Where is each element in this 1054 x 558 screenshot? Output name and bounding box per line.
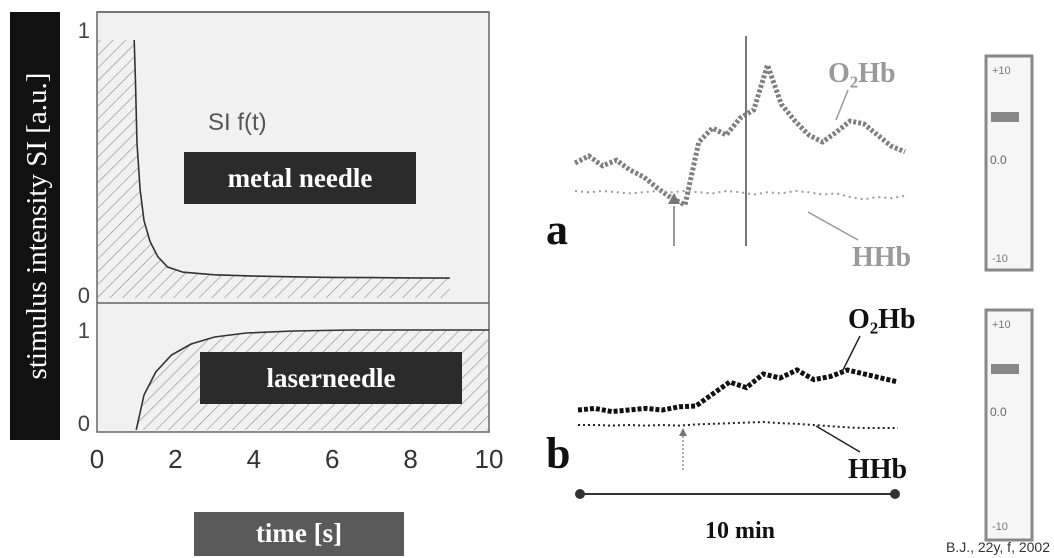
laserneedle-label: laserneedle (267, 363, 396, 393)
panel-b-scale-marker (991, 364, 1019, 374)
panel-a-o2hb-label: O₂Hb (828, 58, 896, 89)
x-axis-label: time [s] (256, 518, 342, 548)
x-tick-labels: 0 2 4 6 8 10 (90, 444, 504, 474)
y-tick-upper-top: 1 (78, 18, 90, 43)
laserneedle-label-box (200, 352, 462, 404)
panel-a-o2hb-pointer (835, 89, 849, 121)
panel-b: O₂Hb HHb b +10 0.0 -10 (546, 304, 1034, 542)
metal-needle-hatch (97, 40, 450, 298)
y-axis-label: stimulus intensity SI [a.u.] (21, 73, 53, 380)
ylabel-box (10, 12, 60, 440)
panel-b-o2hb-trace (577, 367, 899, 415)
panel-b-hhb-pointer (815, 425, 861, 453)
metal-needle-curve (133, 39, 450, 279)
panel-a: O₂Hb HHb a +10 0.0 -10 (546, 36, 1034, 273)
timebar-label: 10 min (705, 518, 775, 544)
laserneedle-curve (135, 329, 489, 431)
panel-a-scale-bottom: -10 (992, 253, 1008, 265)
panel-a-marker-arrowhead (668, 193, 680, 204)
metal-needle-label-box (184, 152, 416, 204)
y-tick-lower-bottom: 0 (78, 411, 90, 436)
xlabel-box (194, 512, 404, 556)
panel-a-letter: a (546, 205, 568, 254)
panel-b-letter: b (546, 429, 570, 478)
credit-text: B.J., 22y, f, 2002 (946, 539, 1050, 555)
y-tick-lower-top: 1 (78, 318, 90, 343)
y-tick-upper-bottom: 0 (78, 283, 90, 308)
panel-a-scale-frame (984, 54, 1034, 272)
panel-a-o2hb-trace (573, 56, 906, 209)
timebar-start-dot (575, 489, 585, 499)
panel-a-hhb-label: HHb (852, 242, 911, 273)
x-tick-label: 8 (403, 444, 417, 474)
metal-needle-label: metal needle (228, 163, 373, 193)
panel-a-scale-mid: 0.0 (990, 153, 1007, 167)
panel-b-hhb-label: HHb (848, 454, 907, 485)
x-tick-label: 4 (247, 444, 261, 474)
x-tick-label: 2 (168, 444, 182, 474)
x-tick-label: 10 (475, 444, 504, 474)
panel-b-marker-arrowhead (679, 428, 687, 436)
panel-a-scale-top: +10 (992, 65, 1011, 77)
panel-b-o2hb-pointer (841, 335, 861, 373)
x-tick-label: 0 (90, 444, 104, 474)
panel-b-o2hb-label: O₂Hb (848, 304, 916, 335)
plot-label: SI f(t) (208, 109, 267, 136)
panel-b-scale-mid: 0.0 (990, 405, 1007, 419)
panel-a-hhb-trace (574, 189, 906, 201)
panel-b-scale-top: +10 (992, 319, 1011, 331)
panel-a-scale-marker (991, 112, 1019, 122)
x-tick-label: 6 (325, 444, 339, 474)
panel-a-hhb-pointer (807, 211, 859, 241)
panel-b-hhb-trace (578, 420, 898, 429)
panel-b-scale-bottom: -10 (992, 521, 1008, 533)
timebar-end-dot (890, 489, 900, 499)
panel-b-scale-frame (984, 308, 1034, 542)
